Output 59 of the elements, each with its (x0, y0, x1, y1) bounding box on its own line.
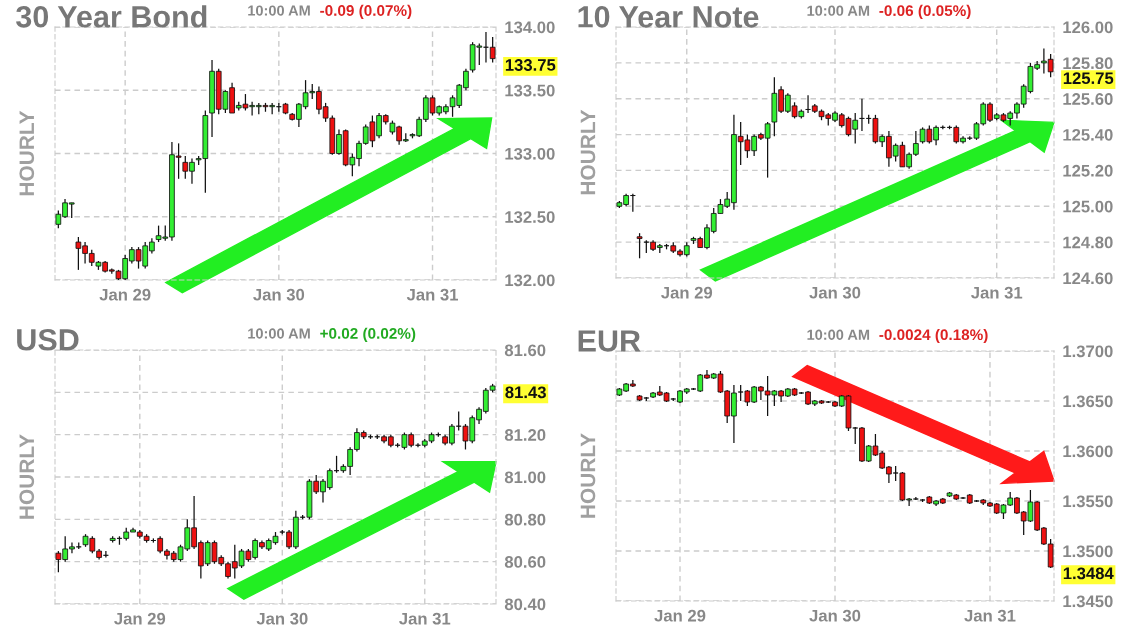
y-tick-label: 125.00 (1063, 200, 1113, 213)
chart-title: 30 Year Bond (16, 5, 207, 28)
text: -0.06 (0.05%) (879, 4, 971, 20)
x-tick-label: Jan 29 (114, 612, 166, 625)
x-tick-label: Jan 30 (809, 286, 861, 299)
x-tick-label: Jan 29 (99, 288, 151, 301)
text: 10:00 AM (807, 5, 870, 16)
candlestick (636, 232, 643, 259)
y-axis-title: HOURLY (19, 434, 35, 519)
candlestick (489, 36, 496, 64)
text: 133.75 (505, 59, 556, 71)
y-tick-label: 81.60 (504, 344, 546, 357)
x-tick-label: Jan 30 (256, 612, 308, 625)
y-axis-title: HOURLY (19, 110, 35, 196)
text: 1.3484 (1063, 567, 1114, 580)
x-tick-label: Jan 31 (399, 612, 451, 625)
y-tick-label: 125.80 (1063, 57, 1113, 70)
chart-title: EUR (578, 330, 641, 352)
text: +0.02 (0.02%) (320, 327, 416, 342)
text: 125.75 (1063, 72, 1114, 85)
text: -0.09 (0.07%) (320, 4, 412, 19)
text: 81.43 (505, 386, 546, 399)
y-tick-label: 133.50 (505, 84, 555, 97)
x-tick-label: Jan 30 (253, 288, 305, 301)
text: 10:00 AM (807, 329, 870, 340)
y-tick-label: 1.3500 (1063, 545, 1113, 558)
y-tick-label: 80.60 (504, 556, 546, 568)
x-tick-label: Jan 31 (406, 288, 458, 301)
text: 10:00 AM (248, 328, 310, 339)
text: 10:00 AM (248, 5, 310, 16)
y-tick-label: 125.40 (1063, 128, 1113, 141)
y-tick-label: 1.3700 (1063, 345, 1113, 358)
y-tick-label: 1.3650 (1063, 395, 1113, 408)
chart-title: USD (17, 328, 79, 351)
y-tick-label: 81.20 (504, 429, 546, 441)
x-tick-label: Jan 29 (661, 286, 713, 299)
y-tick-label: 132.50 (505, 211, 555, 223)
y-tick-label: 125.60 (1063, 93, 1113, 105)
y-tick-label: 133.00 (505, 147, 555, 160)
y-tick-label: 80.80 (504, 513, 546, 526)
y-tick-label: 1.3450 (1063, 595, 1113, 608)
y-tick-label: 124.80 (1063, 236, 1113, 249)
y-tick-label: 1.3600 (1063, 445, 1113, 458)
y-tick-label: 124.60 (1063, 272, 1113, 285)
y-tick-label: 134.00 (505, 21, 555, 34)
x-tick-label: Jan 29 (654, 609, 706, 622)
y-axis-title: HOURLY (580, 109, 596, 195)
y-tick-label: 80.40 (504, 598, 546, 611)
y-tick-label: 132.00 (505, 274, 555, 287)
y-tick-label: 81.00 (504, 471, 546, 484)
x-tick-label: Jan 31 (964, 609, 1016, 622)
text: -0.0024 (0.18%) (879, 328, 988, 344)
y-tick-label: 1.3550 (1063, 495, 1113, 508)
y-tick-label: 125.20 (1063, 164, 1113, 177)
chart-title: 10 Year Note (578, 6, 759, 28)
y-axis-title: HOURLY (580, 433, 596, 518)
x-tick-label: Jan 30 (809, 609, 861, 622)
y-tick-label: 126.00 (1063, 21, 1113, 34)
x-tick-label: Jan 31 (971, 286, 1023, 299)
